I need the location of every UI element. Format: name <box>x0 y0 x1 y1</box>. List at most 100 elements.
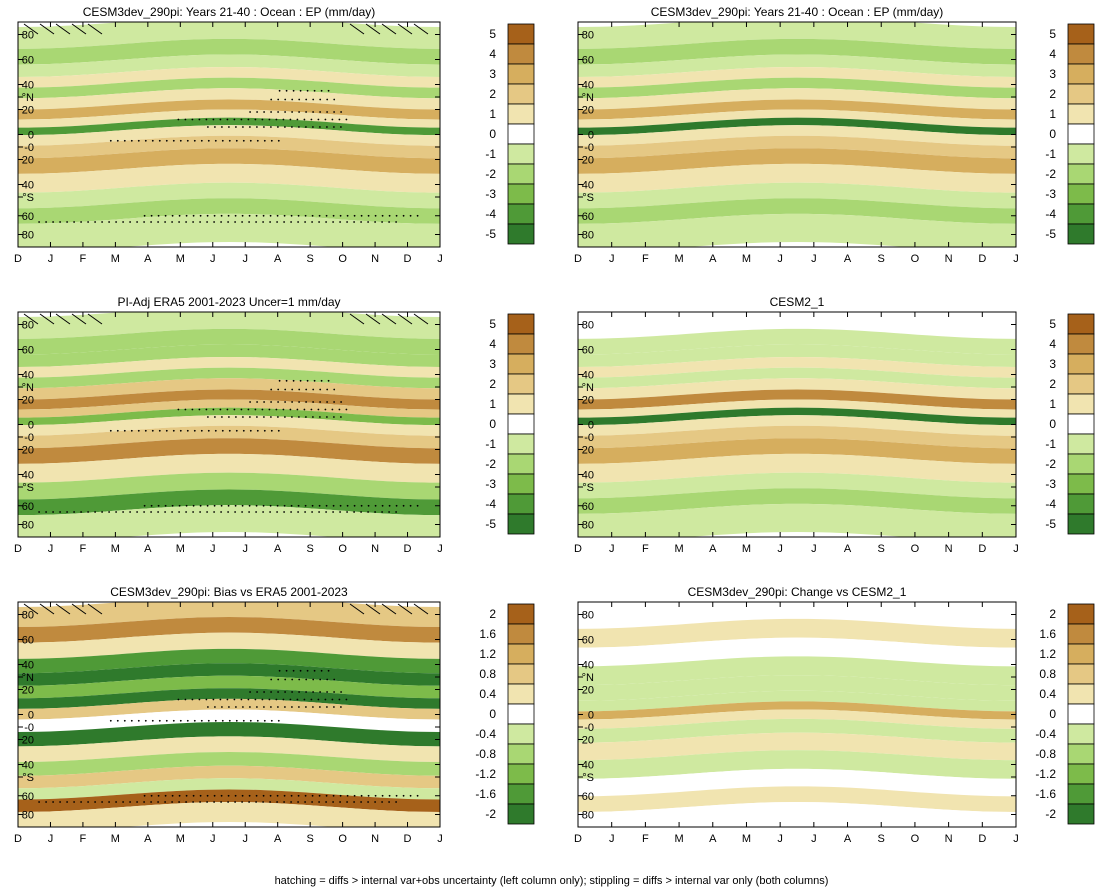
panel-6: D J F M A M J J A S O N D J806040°N200-02040°S6080CES… <box>574 585 1095 845</box>
colorbar-label: 0.8 <box>1039 667 1056 681</box>
y-tick-label: 20 <box>582 105 594 117</box>
x-tick-label: D <box>14 253 22 265</box>
colorbar-swatch <box>1067 623 1095 645</box>
colorbar-label: 0 <box>489 417 496 431</box>
colorbar-label: -1 <box>1045 147 1056 161</box>
x-tick-label: M <box>742 543 751 555</box>
y-tick-label: 80 <box>582 320 594 332</box>
colorbar-swatch <box>507 333 535 355</box>
contour-band <box>578 399 1016 418</box>
y-tick-label: -0 <box>24 432 34 444</box>
x-tick-label: A <box>274 253 282 265</box>
colorbar-label: -3 <box>485 477 496 491</box>
colorbar-label: -4 <box>485 497 496 511</box>
colorbar: 2 1.6 1.2 0.8 0.4 0 -0.4 -0.8 -1.2 -1.6 -2 <box>1035 603 1095 825</box>
colorbar-label: -2 <box>485 457 496 471</box>
y-tick-label: 80 <box>582 520 594 532</box>
x-tick-label: M <box>674 833 683 845</box>
contour-band <box>578 198 1016 224</box>
y-tick-label: 40 <box>22 660 34 672</box>
y-tick-label: 40 <box>582 470 594 482</box>
contour-band <box>18 602 440 627</box>
x-tick-label: D <box>978 253 986 265</box>
contour-band <box>578 88 1016 110</box>
y-tick-label: 40 <box>582 370 594 382</box>
contour-band <box>578 656 1016 686</box>
x-tick-label: N <box>371 543 379 555</box>
y-tick-label: 0 <box>588 130 594 142</box>
colorbar-swatch <box>507 223 535 245</box>
hatch-mark <box>349 313 365 325</box>
contour-band <box>578 344 1016 367</box>
hatch-mark <box>381 23 397 35</box>
colorbar-label: 3 <box>489 357 496 371</box>
y-tick-label: 80 <box>22 810 34 822</box>
colorbar-label: -1.2 <box>1035 767 1056 781</box>
hatch-mark <box>55 23 71 35</box>
contour-band <box>578 357 1016 378</box>
contour-band <box>18 88 440 110</box>
panel-4: D J F M A M J J A S O N D J806040°N200-02040°S6080CES… <box>574 295 1095 555</box>
contour-band <box>18 617 440 643</box>
y-tick-label: 0 <box>588 420 594 432</box>
colorbar-label: 0.8 <box>479 667 496 681</box>
colorbar-label: 4 <box>1049 47 1056 61</box>
panel-3: D J F M A M J J A S O N D J806040°N200-02040°S6080PI-… <box>14 295 535 555</box>
colorbar-label: 5 <box>489 27 496 41</box>
colorbar-swatch <box>1067 43 1095 65</box>
y-tick-label: 60 <box>22 211 34 223</box>
colorbar-label: 1.2 <box>479 647 496 661</box>
x-tick-label: D <box>404 543 412 555</box>
colorbar-label: 5 <box>1049 27 1056 41</box>
contour-band <box>18 399 440 418</box>
colorbar-swatch <box>1067 743 1095 765</box>
x-tick-label: O <box>911 253 920 265</box>
x-tick-label: A <box>274 833 282 845</box>
x-tick-label: M <box>742 253 751 265</box>
contour-band <box>578 54 1016 77</box>
y-tick-label: 60 <box>22 55 34 67</box>
contour-band <box>18 778 440 800</box>
contour-band <box>18 117 440 136</box>
contour-band <box>578 182 1016 209</box>
contour-band <box>578 786 1016 812</box>
colorbar-label: -2 <box>485 807 496 821</box>
colorbar-swatch <box>507 413 535 435</box>
y-tick-label: °S <box>22 192 34 204</box>
y-tick-label: -0 <box>24 142 34 154</box>
colorbar-swatch <box>1067 143 1095 165</box>
contour-band <box>18 357 440 378</box>
contour-band <box>18 378 440 400</box>
contour-band <box>18 752 440 776</box>
contour-band <box>18 632 440 659</box>
colorbar-label: 1.2 <box>1039 647 1056 661</box>
colorbar-label: 2 <box>1049 87 1056 101</box>
x-tick-label: J <box>1013 833 1019 845</box>
contour-band <box>578 690 1016 712</box>
y-tick-label: 60 <box>22 501 34 513</box>
x-tick-label: J <box>1013 543 1019 555</box>
x-tick-label: F <box>80 253 87 265</box>
y-tick-label: 80 <box>22 230 34 242</box>
panel-title: CESM2_1 <box>770 295 825 309</box>
y-tick-label: 80 <box>582 30 594 42</box>
contour-band <box>578 163 1016 193</box>
colorbar-swatch <box>1067 453 1095 475</box>
colorbar-swatch <box>507 603 535 625</box>
y-tick-label: 20 <box>582 155 594 167</box>
x-tick-label: A <box>844 253 852 265</box>
x-tick-label: F <box>642 253 649 265</box>
colorbar-swatch <box>1067 723 1095 745</box>
x-tick-label: J <box>609 833 615 845</box>
colorbar-label: 1 <box>1049 397 1056 411</box>
x-tick-label: S <box>306 543 313 555</box>
hatch-mark <box>349 23 365 35</box>
x-tick-label: J <box>811 833 817 845</box>
y-tick-label: °N <box>22 92 34 104</box>
y-tick-label: 60 <box>22 635 34 647</box>
colorbar-swatch <box>1067 183 1095 205</box>
y-tick-label: -0 <box>24 722 34 734</box>
y-tick-label: 60 <box>582 345 594 357</box>
colorbar-swatch <box>1067 103 1095 125</box>
colorbar-swatch <box>1067 223 1095 245</box>
